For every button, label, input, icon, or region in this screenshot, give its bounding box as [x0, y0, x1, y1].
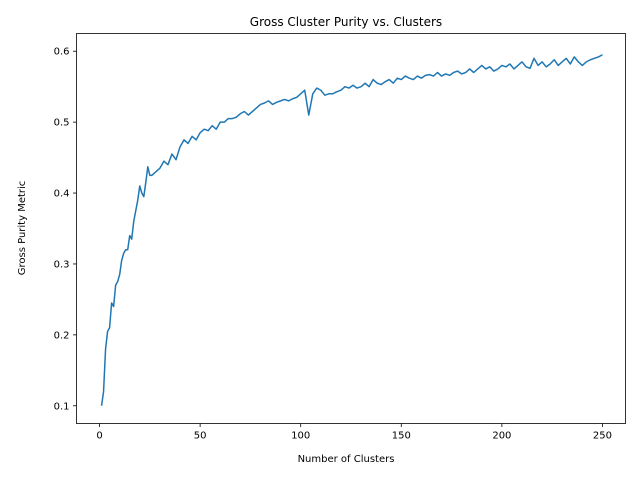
y-tick-label: 0.5	[54, 118, 70, 129]
series-layer	[100, 54, 603, 406]
x-axis-ticks: 0 50 100 150 200 250	[96, 423, 612, 442]
x-tick-label: 50	[194, 431, 207, 442]
y-tick-label: 0.6	[54, 47, 70, 58]
x-tick-label: 150	[392, 431, 411, 442]
y-tick-label: 0.4	[54, 189, 70, 200]
x-axis-label: Number of Clusters	[298, 454, 395, 465]
x-tick-label: 200	[492, 431, 511, 442]
y-tick-label: 0.3	[54, 259, 70, 270]
x-tick-label: 0	[96, 431, 102, 442]
plot-area: 0 50 100 150 200 250 0.1 0.2 0.3 0.4 0.5 0.6	[54, 33, 626, 442]
plot-frame	[76, 33, 626, 424]
y-axis-label: Gross Purity Metric	[17, 181, 28, 276]
x-tick-label: 250	[593, 431, 612, 442]
chart-title: Gross Cluster Purity vs. Clusters	[250, 15, 442, 29]
y-tick-label: 0.1	[54, 401, 70, 412]
series-line-1	[100, 54, 603, 406]
x-tick-label: 100	[291, 431, 310, 442]
y-axis-ticks: 0.1 0.2 0.3 0.4 0.5 0.6	[54, 47, 77, 412]
y-tick-label: 0.2	[54, 330, 70, 341]
